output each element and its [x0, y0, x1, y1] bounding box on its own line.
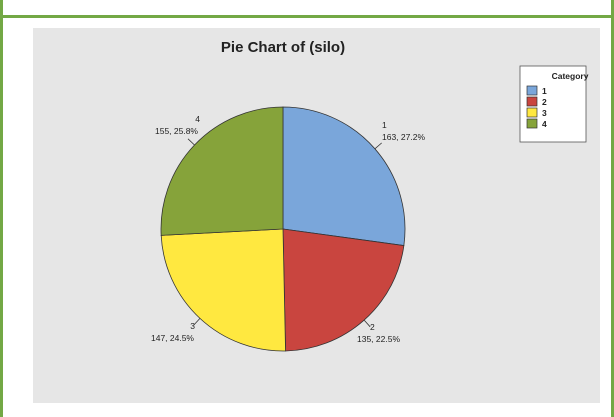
legend-label-3: 3	[542, 108, 547, 118]
legend-swatch-2	[526, 96, 538, 107]
slice-labels: 1 163, 27.2% 2 135, 22.5% 3 147, 24.5% 4 155, 2…	[151, 114, 425, 344]
chart-title: Pie Chart of (silo)	[221, 39, 345, 56]
leader-line-1	[374, 142, 382, 150]
slice-value-label-4: 155, 25.8%	[155, 126, 198, 136]
legend-swatch-4	[526, 118, 538, 129]
pie-slice-3	[160, 228, 286, 352]
slice-value-label-3: 147, 24.5%	[151, 333, 194, 343]
pie-slice-4	[160, 106, 284, 236]
legend-label-2: 2	[542, 97, 547, 107]
pie-slice-1	[282, 106, 406, 247]
legend-title: Category	[552, 71, 589, 81]
slice-value-label-1: 163, 27.2%	[382, 132, 425, 142]
slice-value-label-2: 135, 22.5%	[357, 334, 400, 344]
pie-slice-2	[282, 228, 405, 352]
leader-line-2	[363, 319, 371, 328]
legend-label-4: 4	[542, 119, 547, 129]
legend-swatch-1	[526, 85, 538, 96]
slice-category-label-2: 2	[370, 322, 375, 332]
legend-swatch-3	[526, 107, 538, 118]
slice-category-label-3: 3	[190, 321, 195, 331]
legend-label-1: 1	[542, 86, 547, 96]
pie-slices	[160, 106, 406, 352]
slice-category-label-1: 1	[382, 120, 387, 130]
top-border-band	[0, 0, 614, 18]
slice-category-label-4: 4	[195, 114, 200, 124]
leader-line-3	[193, 318, 201, 326]
leader-line-4	[187, 138, 195, 146]
